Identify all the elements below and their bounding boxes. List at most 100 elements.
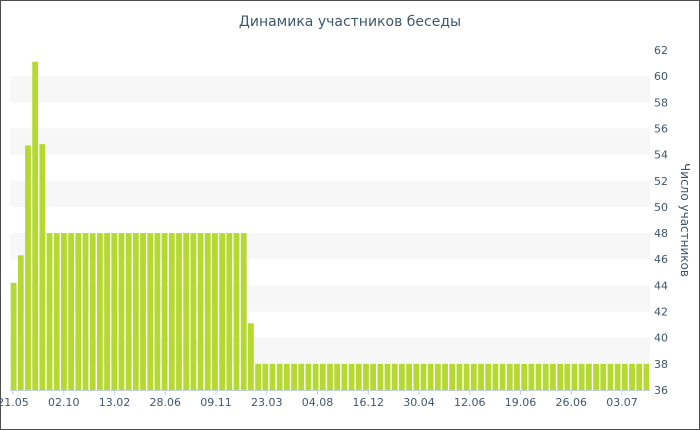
bar[interactable] <box>585 363 592 390</box>
y-axis-label: Число участников <box>678 163 692 277</box>
bar[interactable] <box>542 363 549 390</box>
bar[interactable] <box>197 233 204 390</box>
y-tick-label: 58 <box>654 96 668 109</box>
bar[interactable] <box>636 363 643 390</box>
bar[interactable] <box>25 145 31 390</box>
bar[interactable] <box>370 363 377 390</box>
bar[interactable] <box>564 363 571 390</box>
bar[interactable] <box>463 363 470 390</box>
x-tick-label: 12.06 <box>454 396 486 409</box>
y-tick-label: 38 <box>654 358 668 371</box>
bar[interactable] <box>39 144 46 390</box>
bar[interactable] <box>643 363 650 390</box>
bar[interactable] <box>226 233 233 390</box>
bar[interactable] <box>319 363 326 390</box>
bar[interactable] <box>46 233 53 390</box>
bar[interactable] <box>355 363 362 390</box>
bar[interactable] <box>240 233 247 390</box>
bar[interactable] <box>183 233 190 390</box>
bar[interactable] <box>550 363 556 390</box>
bar[interactable] <box>204 233 211 390</box>
bar[interactable] <box>269 363 276 390</box>
bar[interactable] <box>348 363 355 390</box>
bar[interactable] <box>571 363 578 390</box>
bar[interactable] <box>470 363 477 390</box>
bar[interactable] <box>363 363 369 390</box>
bar[interactable] <box>68 233 75 390</box>
y-tick-label: 52 <box>654 175 668 188</box>
y-tick-label: 36 <box>654 384 668 397</box>
y-tick-label: 40 <box>654 332 668 345</box>
bar[interactable] <box>614 363 621 390</box>
bar[interactable] <box>248 323 254 390</box>
bar[interactable] <box>442 363 448 390</box>
bar[interactable] <box>96 233 103 390</box>
bar[interactable] <box>514 363 520 390</box>
bar[interactable] <box>132 233 139 390</box>
bar[interactable] <box>161 233 168 390</box>
bar[interactable] <box>413 363 420 390</box>
bar[interactable] <box>506 363 513 390</box>
bar[interactable] <box>219 233 226 390</box>
bar[interactable] <box>118 233 125 390</box>
bar[interactable] <box>168 233 175 390</box>
y-tick-label: 48 <box>654 227 668 240</box>
bar[interactable] <box>485 363 492 390</box>
bar[interactable] <box>456 363 463 390</box>
bar[interactable] <box>384 363 391 390</box>
bar[interactable] <box>528 363 535 390</box>
bar[interactable] <box>377 363 384 390</box>
x-tick-label: 04.08 <box>302 396 334 409</box>
bar[interactable] <box>32 61 39 391</box>
bar[interactable] <box>499 363 506 390</box>
bar[interactable] <box>190 233 197 390</box>
bar[interactable] <box>111 233 118 390</box>
bar[interactable] <box>276 363 283 390</box>
bar[interactable] <box>10 282 17 390</box>
bar[interactable] <box>557 363 564 390</box>
bar[interactable] <box>154 233 161 390</box>
bar[interactable] <box>212 233 218 390</box>
bar[interactable] <box>125 233 132 390</box>
bar[interactable] <box>147 233 154 390</box>
bar[interactable] <box>406 363 412 390</box>
bar[interactable] <box>82 233 89 390</box>
bar[interactable] <box>334 363 341 390</box>
bar[interactable] <box>53 233 60 390</box>
bar[interactable] <box>341 363 348 390</box>
bar[interactable] <box>593 363 599 390</box>
bar[interactable] <box>327 363 333 390</box>
bar[interactable] <box>521 363 528 390</box>
bar[interactable] <box>600 363 607 390</box>
bar[interactable] <box>104 233 110 390</box>
bar[interactable] <box>629 363 635 390</box>
bar[interactable] <box>75 233 82 390</box>
bar[interactable] <box>61 233 67 390</box>
bar[interactable] <box>291 363 297 390</box>
bar[interactable] <box>420 363 427 390</box>
bar[interactable] <box>233 233 240 390</box>
bar[interactable] <box>391 363 398 390</box>
bar[interactable] <box>262 363 269 390</box>
bar[interactable] <box>89 233 96 390</box>
bar[interactable] <box>621 363 628 390</box>
bar[interactable] <box>255 363 261 390</box>
bar[interactable] <box>535 363 542 390</box>
bar[interactable] <box>449 363 456 390</box>
bar[interactable] <box>312 363 319 390</box>
bar[interactable] <box>607 363 614 390</box>
bar[interactable] <box>578 363 585 390</box>
y-tick-label: 44 <box>654 279 668 292</box>
bar[interactable] <box>17 255 24 390</box>
bar[interactable] <box>283 363 290 390</box>
bar[interactable] <box>478 363 484 390</box>
bar[interactable] <box>434 363 441 390</box>
bar[interactable] <box>305 363 312 390</box>
bar[interactable] <box>427 363 434 390</box>
bar[interactable] <box>399 363 405 390</box>
bar[interactable] <box>176 233 182 390</box>
plot-band <box>10 180 650 207</box>
bar[interactable] <box>492 363 499 390</box>
bar[interactable] <box>298 363 305 390</box>
bar[interactable] <box>140 233 146 390</box>
